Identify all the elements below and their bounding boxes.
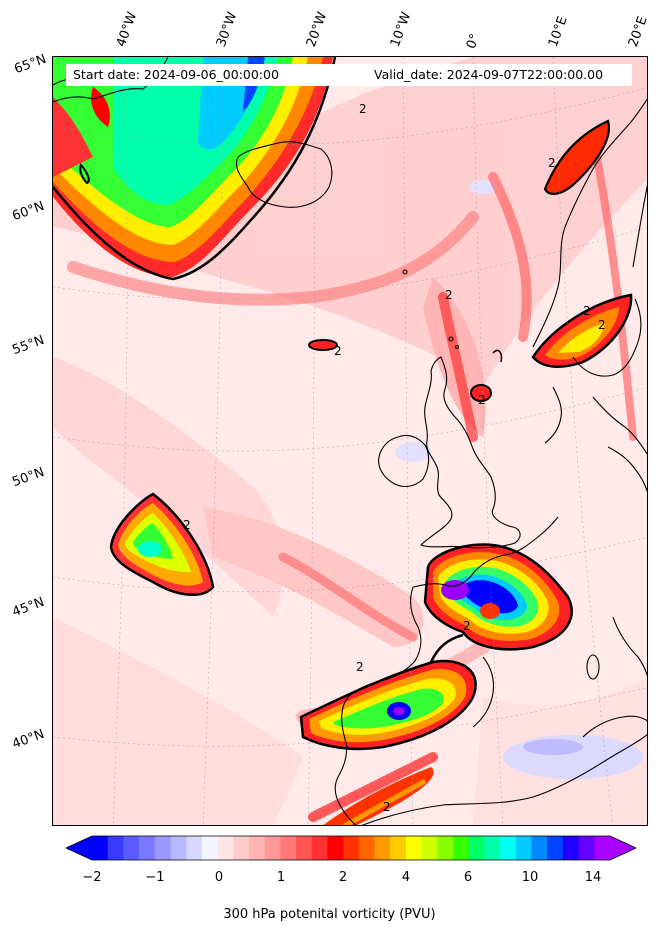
colorbar-title: 300 hPa potenital vorticity (PVU) xyxy=(0,907,659,922)
colorbar-tick-label: 0 xyxy=(215,870,223,885)
colorbar-segment xyxy=(202,836,218,860)
longitude-label: 20°W xyxy=(304,10,330,49)
colorbar-segment xyxy=(123,836,139,860)
pv-map: 2 2 2 2 2 2 2 2 2 2 2 xyxy=(53,57,648,826)
colorbar-max-extend xyxy=(610,836,636,860)
colorbar-min-extend xyxy=(66,836,92,860)
colorbar-segment xyxy=(108,836,124,860)
colorbar-segment xyxy=(390,836,406,860)
colorbar-segment xyxy=(233,836,249,860)
contour-label: 2 xyxy=(183,518,191,532)
colorbar-segment xyxy=(249,836,265,860)
contour-label: 2 xyxy=(445,288,453,302)
longitude-label: 10°E xyxy=(546,14,571,49)
colorbar-segment xyxy=(375,836,391,860)
colorbar-segment xyxy=(265,836,281,860)
colorbar-segment xyxy=(516,836,532,860)
colorbar-segment xyxy=(406,836,422,860)
colorbar-tick-label: 1 xyxy=(277,870,285,885)
colorbar-segment xyxy=(92,836,108,860)
colorbar-segment xyxy=(453,836,469,860)
colorbar-tick-label: 14 xyxy=(585,870,602,885)
colorbar xyxy=(66,832,636,866)
contour-label: 2 xyxy=(359,102,367,116)
colorbar-segment xyxy=(170,836,186,860)
colorbar-segment xyxy=(327,836,343,860)
latitude-label: 65°N xyxy=(12,52,48,77)
colorbar-tick-label: −1 xyxy=(145,870,164,885)
longitude-label: 10°W xyxy=(388,10,414,49)
colorbar-segment xyxy=(280,836,296,860)
start-date-label: Start date: 2024-09-06_00:00:00 xyxy=(73,67,279,82)
colorbar-segment xyxy=(500,836,516,860)
contour-label: 2 xyxy=(598,318,606,332)
colorbar-segment xyxy=(547,836,563,860)
colorbar-tick-label: 4 xyxy=(402,870,410,885)
colorbar-segment xyxy=(469,836,485,860)
latitude-label: 40°N xyxy=(10,727,46,752)
contour-label: 2 xyxy=(463,619,471,633)
colorbar-segment xyxy=(186,836,202,860)
colorbar-segment xyxy=(594,836,610,860)
longitude-label: 30°W xyxy=(214,10,240,49)
contour-label: 2 xyxy=(334,344,342,358)
colorbar-segment xyxy=(312,836,328,860)
colorbar-segment xyxy=(155,836,171,860)
contour-label: 2 xyxy=(356,660,364,674)
colorbar-tick-label: 2 xyxy=(339,870,347,885)
contour-label: 2 xyxy=(583,304,591,318)
colorbar-segment xyxy=(579,836,595,860)
colorbar-segment xyxy=(422,836,438,860)
colorbar-segment xyxy=(359,836,375,860)
colorbar-tick-label: −2 xyxy=(82,870,101,885)
valid-date-label: Valid_date: 2024-09-07T22:00:00.00 xyxy=(374,67,603,82)
latitude-label: 60°N xyxy=(10,199,46,224)
colorbar-segment xyxy=(563,836,579,860)
contour-label: 2 xyxy=(478,393,486,407)
longitude-label: 0° xyxy=(464,32,483,51)
colorbar-segment xyxy=(139,836,155,860)
longitude-label: 40°W xyxy=(114,10,140,49)
latitude-label: 45°N xyxy=(10,595,46,620)
colorbar-segment xyxy=(437,836,453,860)
colorbar-segment xyxy=(484,836,500,860)
latitude-label: 55°N xyxy=(10,333,46,358)
colorbar-tick-label: 6 xyxy=(464,870,472,885)
map-frame: 2 2 2 2 2 2 2 2 2 2 2 xyxy=(52,56,648,826)
longitude-label: 20°E xyxy=(626,14,651,49)
colorbar-tick-label: 10 xyxy=(522,870,539,885)
contour-label: 2 xyxy=(548,156,556,170)
colorbar-segment xyxy=(343,836,359,860)
colorbar-segment xyxy=(532,836,548,860)
latitude-label: 50°N xyxy=(10,465,46,490)
contour-label: 2 xyxy=(383,800,391,814)
colorbar-segment xyxy=(218,836,234,860)
colorbar-segment xyxy=(296,836,312,860)
